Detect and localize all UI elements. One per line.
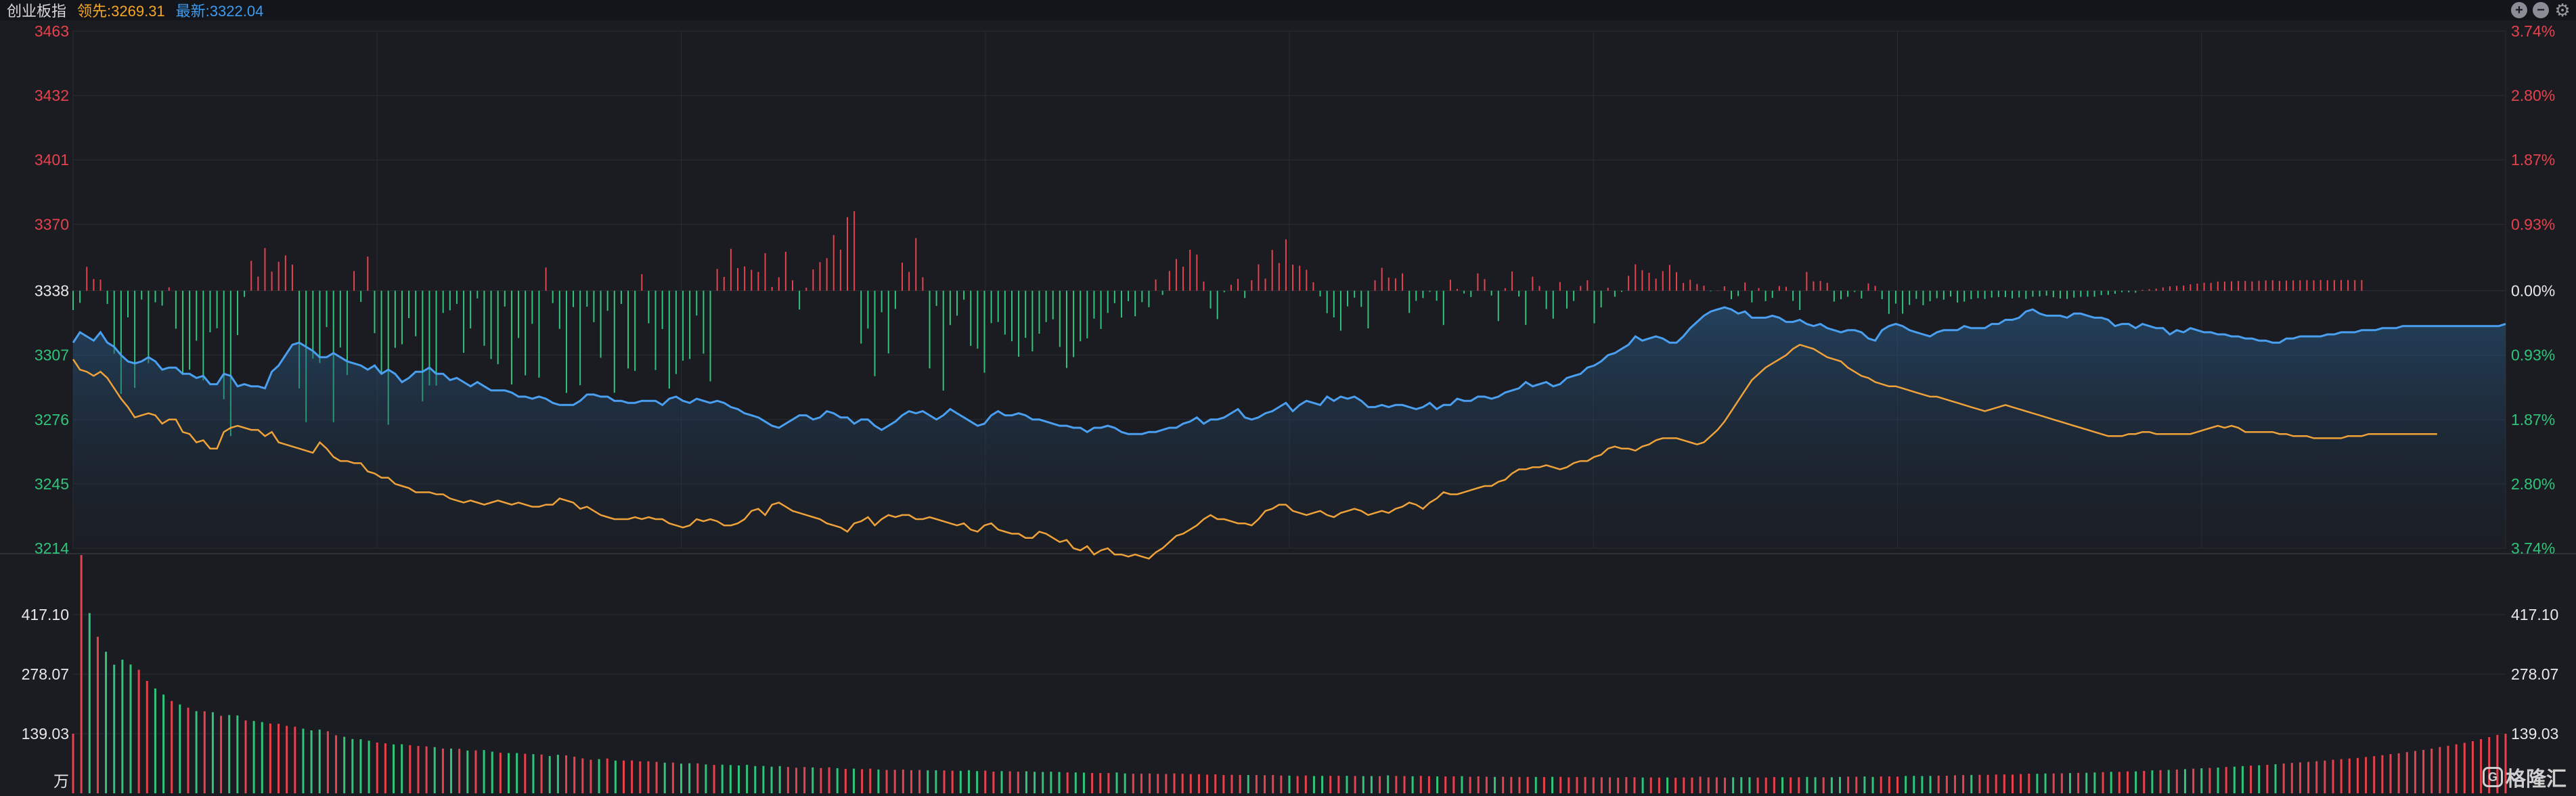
right-percent-tick: 2.80% xyxy=(2511,87,2555,104)
latest-indicator: 最新:3322.04 xyxy=(176,0,264,21)
right-percent-tick: 0.93% xyxy=(2511,215,2555,233)
chart-header: 创业板指 领先:3269.31 最新:3322.04 + − ⚙ xyxy=(0,0,2576,20)
latest-value: 3322.04 xyxy=(209,3,264,20)
watermark: G 格隆汇 xyxy=(2483,762,2567,792)
left-price-tick: 3245 xyxy=(35,475,69,493)
chart-controls: + − ⚙ xyxy=(2511,0,2571,20)
latest-series-line xyxy=(72,306,2506,435)
left-price-tick: 3276 xyxy=(35,411,69,428)
right-volume-tick: 278.07 xyxy=(2511,665,2558,683)
right-percent-tick: 0.00% xyxy=(2511,282,2555,300)
left-price-tick: 3432 xyxy=(35,87,69,104)
index-title: 创业板指 xyxy=(7,3,67,20)
lead-series-line xyxy=(72,343,2437,560)
left-price-tick: 3370 xyxy=(35,215,69,233)
right-volume-tick: 139.03 xyxy=(2511,725,2558,743)
watermark-text: 格隆汇 xyxy=(2506,768,2567,791)
volume-unit-label: 万 xyxy=(53,772,69,790)
left-price-tick: 3463 xyxy=(35,22,69,40)
lead-value: 3269.31 xyxy=(111,3,165,20)
left-price-tick: 3214 xyxy=(35,539,69,557)
left-volume-tick: 417.10 xyxy=(22,606,69,623)
latest-label: 最新: xyxy=(175,3,210,20)
watermark-logo-icon: G xyxy=(2483,767,2503,787)
price-area-fill xyxy=(73,307,2506,548)
minus-icon[interactable]: − xyxy=(2533,2,2549,18)
right-percent-tick: 3.74% xyxy=(2511,539,2555,557)
gear-icon[interactable]: ⚙ xyxy=(2554,0,2571,20)
right-percent-tick: 1.87% xyxy=(2511,411,2555,428)
right-percent-tick: 1.87% xyxy=(2511,151,2555,169)
lead-indicator: 领先:3269.31 xyxy=(77,0,165,21)
right-percent-tick: 3.74% xyxy=(2511,22,2555,40)
left-price-tick: 3338 xyxy=(35,282,69,300)
right-volume-tick: 417.10 xyxy=(2511,606,2558,623)
right-percent-tick: 2.80% xyxy=(2511,475,2555,493)
lead-label: 领先: xyxy=(77,3,112,20)
left-volume-tick: 278.07 xyxy=(22,665,69,683)
left-volume-tick: 139.03 xyxy=(22,725,69,743)
right-percent-tick: 0.93% xyxy=(2511,347,2555,364)
left-price-tick: 3307 xyxy=(35,347,69,364)
left-price-tick: 3401 xyxy=(35,151,69,169)
plus-icon[interactable]: + xyxy=(2511,2,2527,18)
